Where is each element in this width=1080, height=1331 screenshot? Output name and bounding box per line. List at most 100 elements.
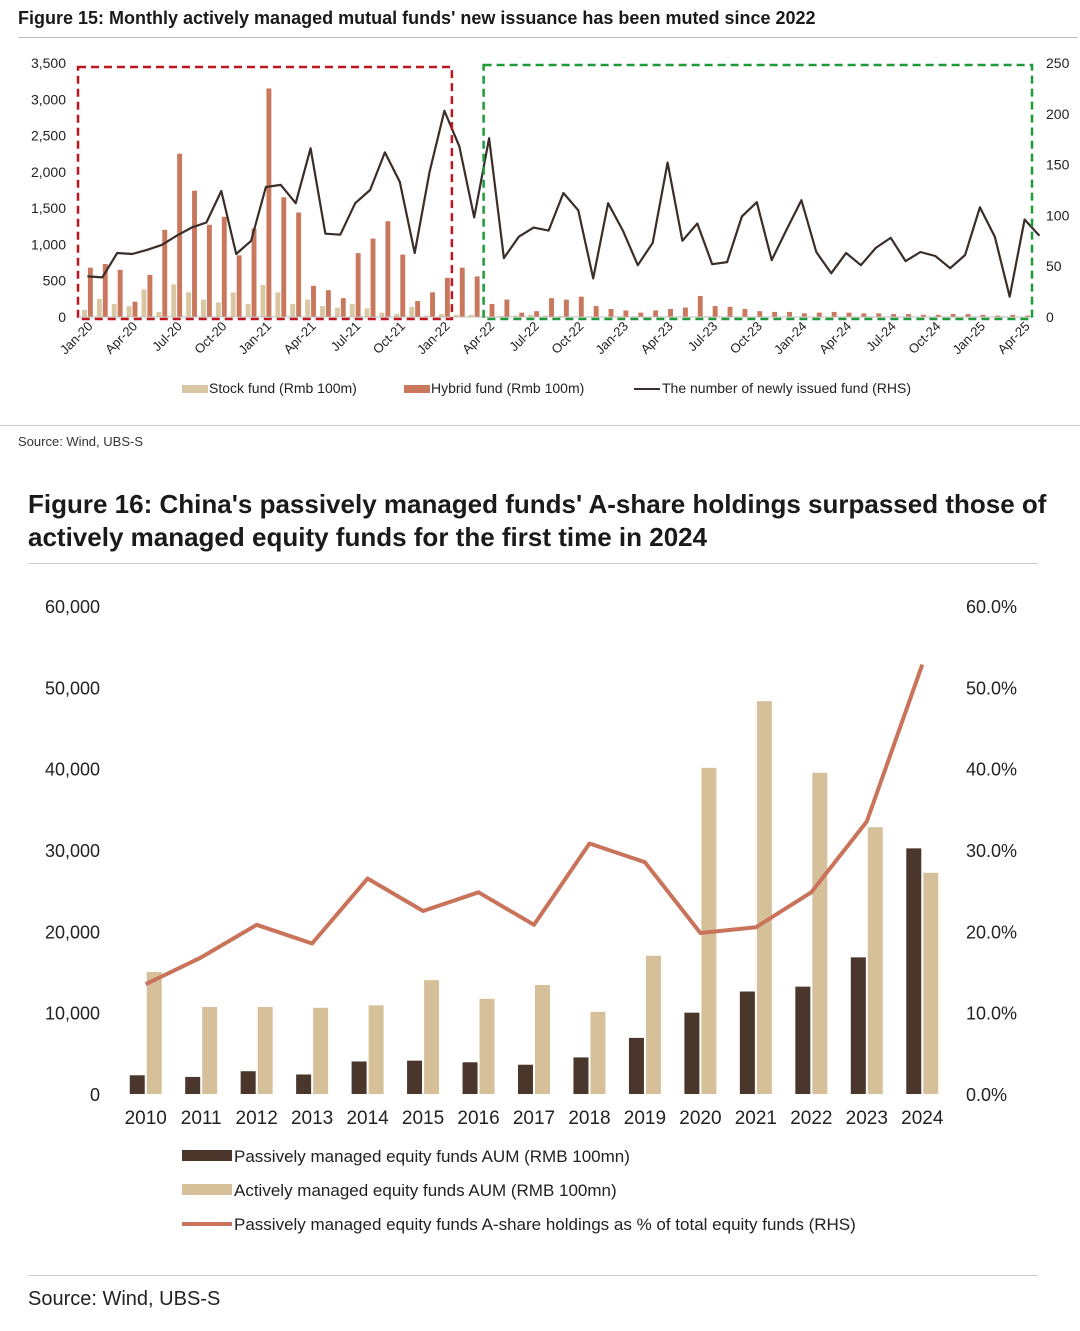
hybrid-fund-bar (965, 314, 971, 317)
y-right-tick-label: 30.0% (966, 841, 1017, 861)
passive-aum-bar (407, 1060, 423, 1094)
figure-16-separator (28, 1275, 1038, 1276)
hybrid-fund-bar (296, 212, 302, 317)
passive-aum-bar (462, 1062, 478, 1094)
active-aum-bar (202, 1006, 218, 1094)
x-tick-label: 2019 (624, 1108, 666, 1129)
x-tick-label: 2015 (402, 1108, 444, 1129)
hybrid-fund-bar (697, 295, 703, 317)
x-tick-label: Apr-22 (459, 319, 497, 357)
y-left-tick-label: 500 (43, 273, 67, 289)
hybrid-fund-bar (563, 299, 569, 317)
stock-fund-bar (334, 307, 340, 317)
stock-fund-bar (468, 314, 474, 317)
hybrid-fund-bar (415, 301, 421, 317)
legend-swatch-hybrid (404, 385, 430, 393)
hybrid-fund-bar (727, 306, 733, 317)
active-aum-bar (313, 1007, 329, 1094)
stock-fund-bar (453, 314, 459, 317)
x-tick-label: 2014 (346, 1108, 389, 1129)
x-tick-label: Apr-21 (280, 319, 318, 357)
x-tick-label: 2023 (846, 1108, 888, 1129)
hybrid-fund-bar (801, 313, 807, 317)
hybrid-fund-bar (578, 296, 584, 317)
stock-fund-bar (260, 285, 266, 317)
y-left-tick-label: 20,000 (45, 922, 100, 942)
stock-fund-bar (305, 299, 311, 317)
stock-fund-bar (498, 315, 504, 317)
x-tick-label: Jan-22 (414, 319, 453, 358)
active-aum-bar (923, 872, 939, 1094)
stock-fund-bar (215, 302, 221, 317)
hybrid-fund-bar (206, 224, 212, 317)
hybrid-fund-bar (221, 216, 227, 317)
y-left-tick-label: 1,000 (31, 236, 66, 252)
hybrid-fund-bar (549, 298, 554, 317)
hybrid-fund-bar (995, 315, 1001, 317)
passive-aum-bar (129, 1075, 145, 1094)
figure-15-title: Figure 15: Monthly actively managed mutu… (18, 8, 816, 28)
hybrid-fund-bar (474, 276, 480, 317)
x-tick-label: 2017 (513, 1108, 555, 1129)
y-left-tick-label: 50,000 (45, 678, 100, 698)
figure-16-chart: 0 10,000 20,000 30,000 40,000 50,000 60,000 0.0… (45, 597, 1017, 1234)
x-tick-label: Jan-24 (771, 319, 810, 358)
passive-aum-bar (739, 991, 755, 1094)
y-left-tick-label: 3,500 (31, 55, 66, 71)
hybrid-fund-bar (757, 311, 763, 317)
hybrid-fund-bar (370, 238, 376, 317)
hybrid-fund-bar (980, 314, 986, 317)
x-tick-label: Apr-25 (994, 319, 1032, 357)
hybrid-fund-bar (608, 309, 614, 317)
x-tick-label: Jul-22 (506, 319, 542, 355)
hybrid-fund-bar (444, 277, 450, 317)
passive-share-line (144, 663, 925, 987)
x-tick-label: Jan-25 (949, 319, 988, 358)
stock-fund-bar (379, 312, 385, 317)
y-right-tick-label: 50.0% (966, 678, 1017, 698)
y-right-tick-label: 0.0% (966, 1085, 1007, 1105)
stock-fund-bar (230, 292, 236, 317)
active-aum-bar (257, 1006, 273, 1094)
hybrid-fund-bar (534, 311, 540, 317)
stock-fund-bar (320, 306, 325, 317)
y-right-tick-label: 0 (1046, 309, 1054, 325)
hybrid-fund-bar (682, 307, 688, 317)
x-tick-label: 2020 (679, 1108, 721, 1129)
y-left-tick-label: 2,500 (31, 128, 66, 144)
hybrid-fund-bar (117, 269, 123, 317)
x-tick-label: Jul-20 (149, 319, 185, 355)
hybrid-fund-bar (102, 264, 108, 317)
stock-fund-bar (186, 292, 192, 317)
green-dashed-box (482, 63, 1034, 321)
passive-aum-bar (906, 848, 922, 1094)
passive-aum-bar (185, 1076, 201, 1094)
passive-aum-bar (850, 957, 866, 1094)
passive-aum-bar (795, 986, 811, 1094)
hybrid-fund-bar (623, 310, 629, 317)
hybrid-fund-bar (876, 313, 882, 317)
y-right-tick-label: 20.0% (966, 922, 1017, 942)
hybrid-fund-bar (935, 314, 941, 317)
x-tick-label: Oct-20 (191, 319, 229, 357)
x-tick-label: Jan-23 (592, 319, 631, 358)
hybrid-fund-bar (906, 314, 911, 317)
hybrid-fund-bar (861, 313, 867, 317)
y-left-tick-label: 0 (90, 1085, 100, 1105)
x-tick-label: Apr-20 (102, 319, 140, 357)
active-aum-bar (756, 701, 772, 1094)
hybrid-fund-bar (787, 311, 792, 317)
hybrid-fund-bar (340, 298, 346, 317)
x-tick-label: Jul-24 (863, 319, 899, 355)
y-right-tick-label: 50 (1046, 258, 1062, 274)
y-right-tick-label: 60.0% (966, 597, 1017, 617)
hybrid-fund-bar (192, 190, 197, 317)
hybrid-fund-bar (846, 312, 852, 317)
hybrid-fund-bar (816, 312, 822, 317)
newly-issued-fund-line (87, 109, 1041, 298)
hybrid-fund-bar (177, 153, 183, 317)
hybrid-fund-bar (147, 274, 153, 317)
active-aum-bar (424, 980, 440, 1094)
active-aum-bar (535, 985, 550, 1094)
legend-swatch-active (182, 1184, 232, 1195)
